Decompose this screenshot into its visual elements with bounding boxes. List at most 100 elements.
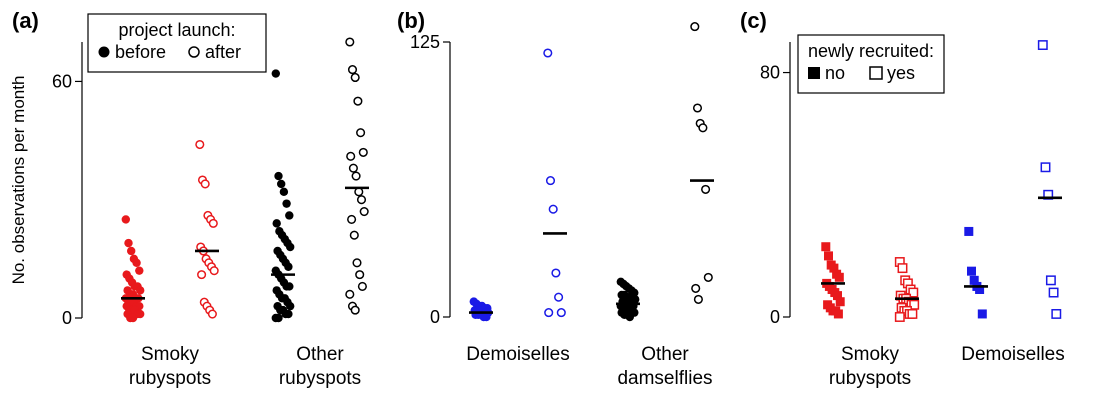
data-point: [824, 251, 833, 261]
data-point: [121, 215, 130, 224]
category-label: rubyspots: [279, 368, 361, 389]
data-point: [359, 206, 369, 217]
data-point: [349, 230, 359, 240]
data-point: [282, 199, 291, 208]
series-yes: [1037, 40, 1062, 319]
data-point: [356, 128, 366, 138]
data-point: [964, 226, 974, 236]
data-point: [701, 184, 711, 194]
data-point: [821, 242, 831, 252]
data-point: [969, 275, 979, 285]
data-point: [284, 262, 293, 271]
data-point: [698, 123, 708, 133]
data-point: [1048, 287, 1059, 298]
data-point: [207, 309, 217, 319]
legend-entry-label: yes: [887, 63, 915, 83]
data-point: [350, 305, 360, 315]
data-point: [543, 48, 553, 58]
data-point: [693, 294, 703, 304]
data-point: [197, 270, 207, 280]
legend-box: [87, 13, 267, 73]
category-label: Demoiselles: [466, 344, 569, 365]
y-tick-label: 0: [770, 307, 780, 327]
data-point: [703, 272, 713, 282]
data-point: [690, 22, 700, 32]
data-point: [208, 218, 218, 228]
data-point: [833, 309, 843, 319]
data-point: [286, 301, 295, 311]
data-point: [195, 139, 205, 150]
legend-entry-label: before: [115, 42, 166, 62]
category-label: Smoky: [841, 344, 900, 365]
legend: project launch:before after: [87, 13, 267, 73]
panel-a: (a) 0 60 No. observations per month Smoky rub…: [9, 8, 369, 389]
data-point: [894, 312, 905, 322]
data-point: [1037, 40, 1048, 51]
legend-title: project launch:: [118, 20, 235, 40]
data-point: [124, 238, 133, 248]
legend-box: [797, 34, 945, 94]
series-yes: [894, 257, 920, 322]
legend-entry-label: no: [825, 63, 845, 83]
series-after: [195, 139, 219, 319]
y-tick-label: 0: [430, 307, 440, 327]
data-point: [132, 258, 141, 267]
data-point: [135, 266, 144, 275]
data-point: [279, 187, 289, 197]
data-point: [272, 219, 281, 228]
data-point: [967, 266, 976, 276]
data-point: [347, 65, 358, 75]
data-point: [551, 268, 561, 278]
data-point: [834, 272, 844, 282]
data-point: [625, 312, 634, 322]
data-point: [127, 246, 136, 256]
data-point: [284, 309, 293, 319]
data-point: [285, 211, 294, 220]
data-point: [285, 282, 294, 291]
data-point: [348, 163, 358, 173]
data-point: [286, 242, 295, 252]
category-label: rubyspots: [129, 368, 211, 389]
y-tick-label: 125: [410, 32, 440, 52]
data-point: [975, 285, 985, 294]
data-point: [908, 287, 919, 298]
series-after: [345, 37, 369, 315]
data-point: [907, 308, 918, 319]
series-before: [469, 297, 493, 322]
data-point: [352, 258, 362, 268]
data-point: [545, 176, 556, 186]
data-point: [909, 299, 920, 310]
data-point: [1040, 162, 1051, 173]
legend-marker: [808, 67, 820, 79]
data-point: [345, 289, 355, 299]
series-before: [121, 215, 145, 323]
y-tick-label: 0: [62, 308, 72, 328]
data-point: [136, 309, 145, 319]
category-label: rubyspots: [829, 368, 911, 389]
panel-label: (b): [397, 8, 425, 33]
data-point: [1051, 308, 1062, 319]
category-label: Other: [641, 344, 689, 365]
data-point: [350, 72, 360, 83]
data-point: [897, 263, 908, 274]
data-point: [351, 171, 361, 181]
data-point: [554, 292, 564, 302]
series-no: [964, 226, 988, 319]
category-label: Demoiselles: [961, 344, 1064, 365]
data-point: [353, 96, 363, 106]
data-point: [1045, 275, 1056, 286]
legend-title: newly recruited:: [808, 41, 934, 61]
category-label: Other: [296, 344, 344, 365]
data-point: [355, 270, 365, 280]
y-tick-label: 80: [760, 63, 780, 83]
data-point: [274, 171, 283, 181]
data-point: [356, 195, 367, 205]
data-point: [833, 291, 842, 301]
series-before: [616, 277, 640, 322]
data-point: [544, 308, 554, 318]
legend-marker: [98, 46, 110, 58]
data-point: [358, 147, 368, 157]
data-point: [692, 103, 703, 113]
data-point: [347, 214, 357, 224]
data-point: [691, 283, 701, 293]
